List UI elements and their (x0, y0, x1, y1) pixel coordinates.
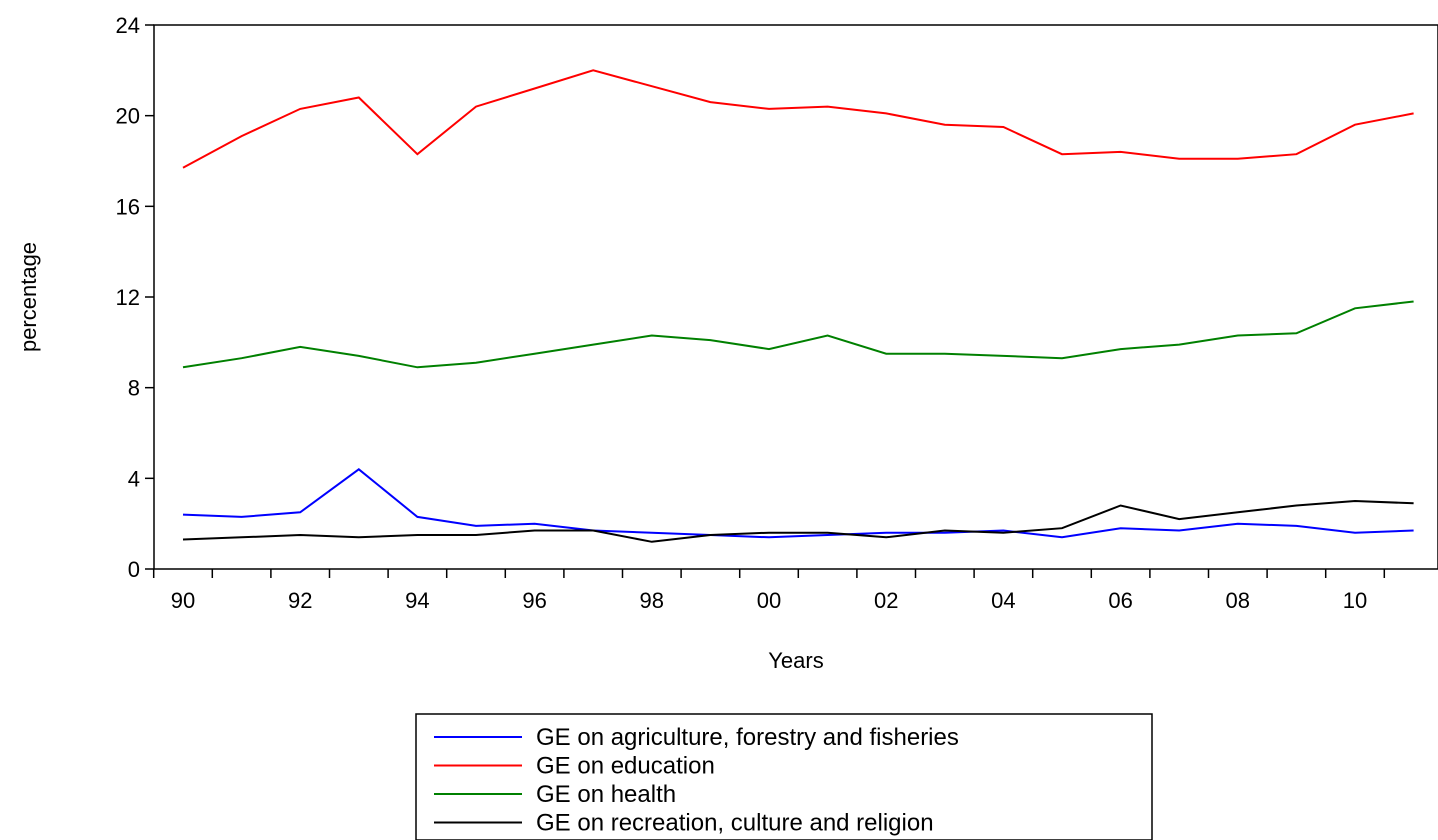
y-tick-label: 16 (116, 194, 140, 219)
series-line-3 (182, 300, 1414, 369)
legend-items: GE on agriculture, forestry and fisherie… (434, 724, 959, 837)
y-tick-label: 0 (128, 557, 140, 582)
y-tick-label: 12 (116, 285, 140, 310)
plot-area-frame (153, 24, 1438, 570)
series-line-2 (182, 69, 1414, 169)
legend: GE on agriculture, forestry and fisherie… (415, 713, 1153, 840)
legend-label: GE on health (536, 781, 676, 808)
y-tick-label: 20 (116, 104, 140, 129)
series-line-1 (182, 468, 1414, 539)
x-axis-title: Years (768, 648, 823, 673)
x-tick-label: 04 (991, 588, 1015, 613)
y-tick-label: 4 (128, 466, 140, 491)
y-axis: 0 4 8 12 16 20 24 (116, 13, 154, 582)
x-tick-label: 90 (171, 588, 195, 613)
x-tick-label: 08 (1226, 588, 1250, 613)
legend-label: GE on education (536, 753, 715, 780)
legend-label: GE on recreation, culture and religion (536, 810, 934, 837)
x-tick-label: 98 (640, 588, 664, 613)
x-tick-label: 02 (874, 588, 898, 613)
y-tick-label: 24 (116, 13, 140, 38)
series-lines (182, 69, 1414, 543)
x-tick-label: 00 (757, 588, 781, 613)
legend-label: GE on agriculture, forestry and fisherie… (536, 724, 959, 751)
y-tick-label: 8 (128, 376, 140, 401)
x-tick-label: 96 (522, 588, 546, 613)
y-axis-title: percentage (16, 242, 41, 352)
legend-box (415, 713, 1153, 840)
series-line-4 (182, 499, 1414, 543)
x-tick-label: 10 (1343, 588, 1367, 613)
x-tick-label: 94 (405, 588, 429, 613)
x-tick-label: 06 (1108, 588, 1132, 613)
x-axis: 90 92 94 96 98 00 02 04 06 08 10 (152, 569, 1386, 613)
x-tick-label: 92 (288, 588, 312, 613)
